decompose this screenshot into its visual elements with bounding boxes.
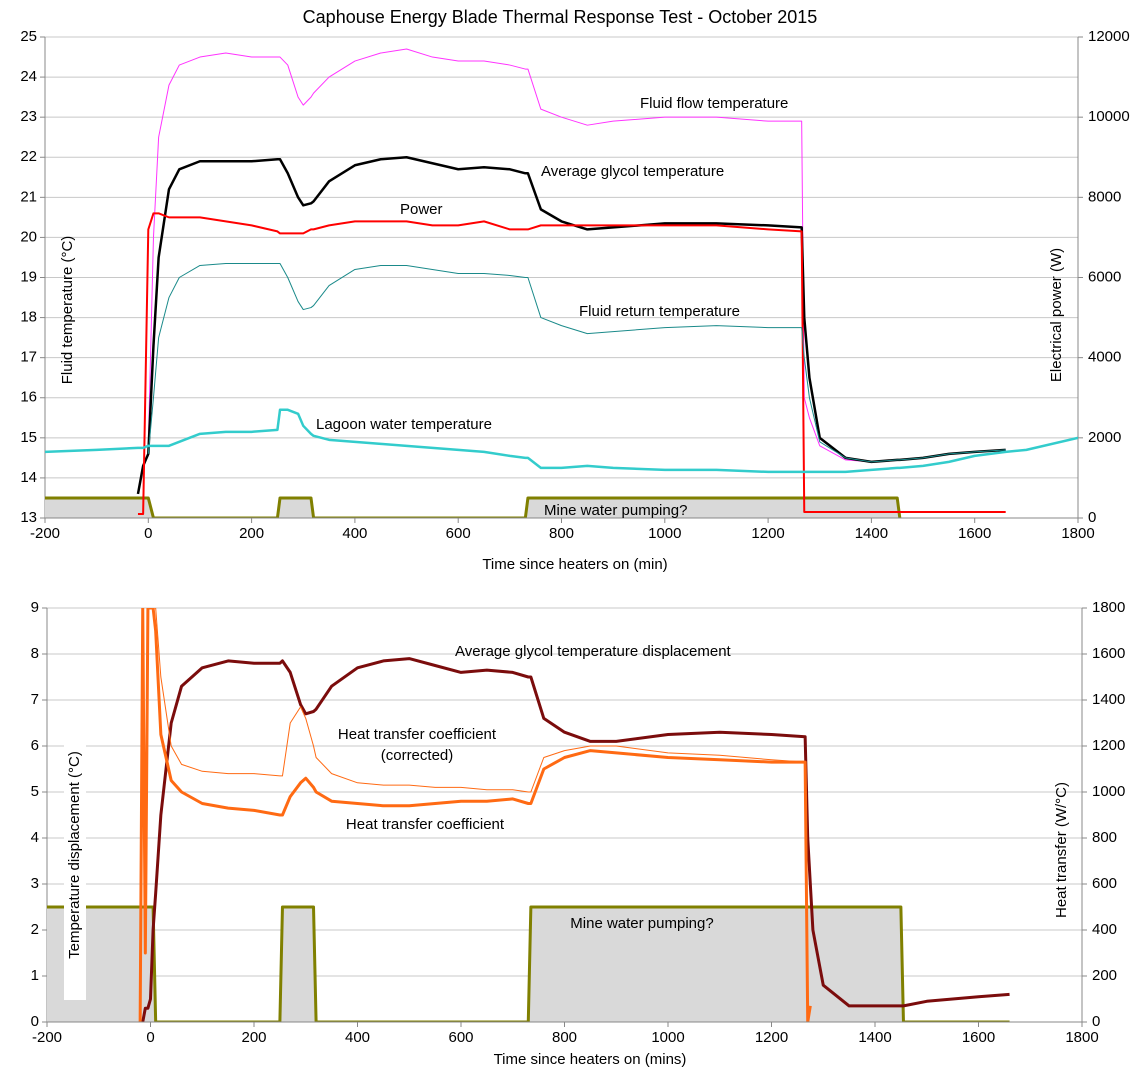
line [140, 657, 1010, 1022]
x-tick-label: 800 [552, 1029, 577, 1046]
x-tick-label: 1400 [855, 525, 888, 542]
y2-tick-label: 1000 [1092, 783, 1125, 800]
x-tick-label: 1200 [751, 525, 784, 542]
x-tick-label: 600 [446, 525, 471, 542]
y2-axis-title: Electrical power (W) [1048, 248, 1065, 382]
y-tick-label: 8 [31, 645, 39, 662]
y-tick-label: 1 [31, 967, 39, 984]
y2-tick-label: 10000 [1088, 108, 1130, 125]
y2-tick-label: 1200 [1092, 737, 1125, 754]
line [45, 408, 1078, 474]
y2-tick-label: 2000 [1088, 429, 1121, 446]
series-label: Fluid return temperature [579, 303, 740, 320]
y-tick-label: 2 [31, 921, 39, 938]
x-tick-label: 0 [144, 525, 152, 542]
y2-tick-label: 6000 [1088, 268, 1121, 285]
y-tick-label: 18 [20, 309, 37, 326]
y2-tick-label: 12000 [1088, 28, 1130, 45]
x-tick-label: 1800 [1061, 525, 1094, 542]
series-label: Fluid flow temperature [640, 95, 789, 112]
y-tick-label: 21 [20, 188, 37, 205]
y-tick-label: 20 [20, 228, 37, 245]
line [147, 262, 1006, 463]
x-tick-label: 1600 [958, 525, 991, 542]
y-tick-label: 0 [31, 1013, 39, 1030]
x-tick-label: 400 [342, 525, 367, 542]
line [45, 496, 902, 518]
line [139, 608, 806, 1022]
series-label: Heat transfer coefficient [345, 816, 505, 833]
y-tick-label: 13 [20, 509, 37, 526]
series-label: Average glycol temperature displacement [455, 643, 731, 660]
series-label: Power [400, 201, 443, 218]
x-tick-label: -200 [30, 525, 60, 542]
area [47, 907, 1010, 1022]
y-tick-label: 15 [20, 429, 37, 446]
y-tick-label: 19 [20, 268, 37, 285]
y2-tick-label: 1600 [1092, 645, 1125, 662]
line [138, 608, 812, 1022]
y2-tick-label: 4000 [1088, 349, 1121, 366]
y2-tick-label: 600 [1092, 875, 1117, 892]
x-tick-label: 200 [241, 1029, 266, 1046]
series-label: Mine water pumping? [570, 915, 714, 932]
series-group [45, 48, 1078, 518]
y-tick-label: 6 [31, 737, 39, 754]
y-tick-label: 14 [20, 469, 37, 486]
series-label: Heat transfer coefficient (corrected) [337, 726, 497, 764]
area [45, 497, 900, 518]
y-tick-label: 22 [20, 148, 37, 165]
series-label: Average glycol temperature [541, 163, 725, 180]
y2-tick-label: 0 [1088, 509, 1096, 526]
y-axis-title: Fluid temperature (°C) [59, 236, 76, 385]
x-tick-label: 400 [345, 1029, 370, 1046]
y2-tick-label: 8000 [1088, 188, 1121, 205]
y-tick-label: 17 [20, 349, 37, 366]
y-tick-label: 5 [31, 783, 39, 800]
y-tick-label: 16 [20, 389, 37, 406]
y2-tick-label: 400 [1092, 921, 1117, 938]
y2-tick-label: 1800 [1092, 599, 1125, 616]
series-label: Lagoon water temperature [316, 416, 492, 433]
y2-tick-label: 1400 [1092, 691, 1125, 708]
x-tick-label: 1800 [1065, 1029, 1098, 1046]
x-axis-title: Time since heaters on (min) [482, 556, 667, 573]
line [137, 212, 1006, 515]
y-tick-label: 3 [31, 875, 39, 892]
x-tick-label: 1200 [755, 1029, 788, 1046]
y2-tick-label: 0 [1092, 1013, 1100, 1030]
y-tick-label: 4 [31, 829, 39, 846]
x-tick-label: 800 [549, 525, 574, 542]
y-tick-label: 24 [20, 68, 37, 85]
y-tick-label: 9 [31, 599, 39, 616]
line [136, 156, 1006, 495]
y2-tick-label: 800 [1092, 829, 1117, 846]
x-tick-label: 0 [146, 1029, 154, 1046]
x-tick-label: 1000 [648, 525, 681, 542]
x-tick-label: 200 [239, 525, 264, 542]
x-axis-title: Time since heaters on (mins) [494, 1051, 687, 1068]
x-tick-label: 1400 [858, 1029, 891, 1046]
x-tick-label: 1600 [962, 1029, 995, 1046]
y-axis-title: Temperature displacement (°C) [66, 751, 83, 959]
x-tick-label: -200 [32, 1029, 62, 1046]
y-tick-label: 23 [20, 108, 37, 125]
y2-axis-title: Heat transfer (W/°C) [1053, 782, 1070, 918]
series-label: Mine water pumping? [544, 502, 688, 519]
chart-title: Caphouse Energy Blade Thermal Response T… [303, 7, 818, 27]
series-group [47, 608, 1010, 1022]
y-tick-label: 25 [20, 28, 37, 45]
x-tick-label: 1000 [651, 1029, 684, 1046]
label-bg [64, 710, 86, 1000]
y2-tick-label: 200 [1092, 967, 1117, 984]
x-tick-label: 600 [448, 1029, 473, 1046]
y-tick-label: 7 [31, 691, 39, 708]
line [147, 48, 1006, 463]
